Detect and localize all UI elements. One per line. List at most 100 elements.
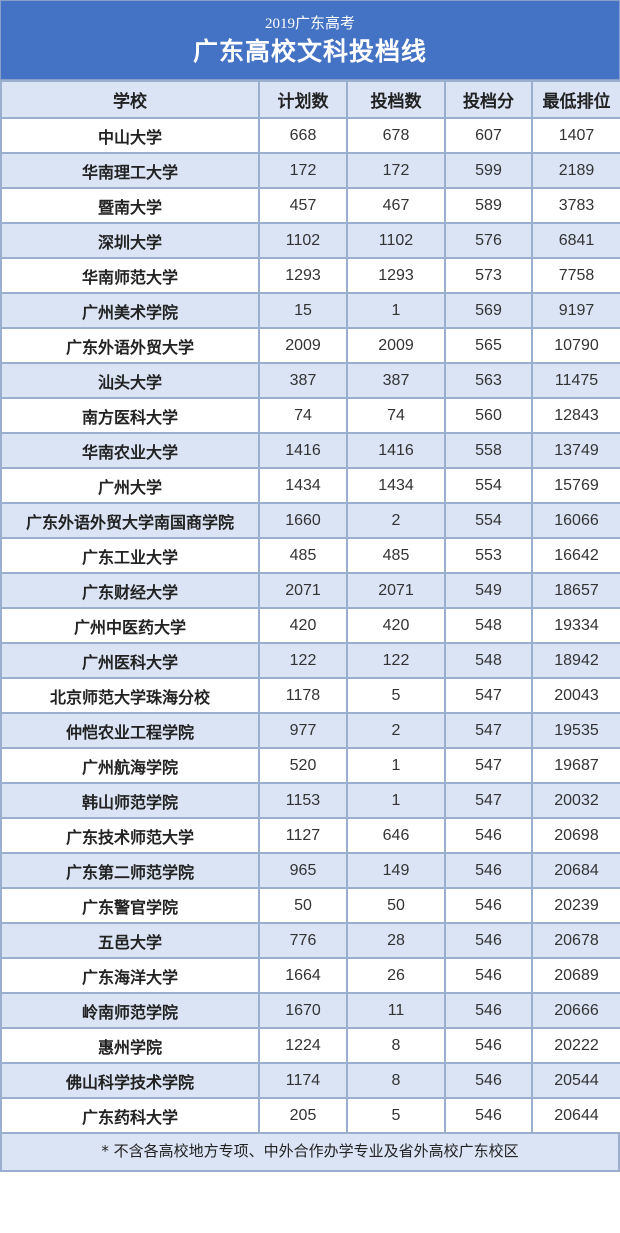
value-cell: 20544 bbox=[531, 1062, 620, 1099]
value-cell: 15769 bbox=[531, 467, 620, 504]
value-cell: 6841 bbox=[531, 222, 620, 259]
table-row: 暨南大学 457 467 589 3783 bbox=[0, 187, 620, 224]
value-cell: 1127 bbox=[258, 817, 348, 854]
value-cell: 1153 bbox=[258, 782, 348, 819]
subtitle: 2019广东高考 bbox=[264, 16, 355, 32]
value-cell: 20644 bbox=[531, 1097, 620, 1134]
school-name-cell: 北京师范大学珠海分校 bbox=[0, 677, 260, 714]
value-cell: 1416 bbox=[346, 432, 446, 469]
value-cell: 20698 bbox=[531, 817, 620, 854]
value-cell: 28 bbox=[346, 922, 446, 959]
table-row: 广东外语外贸大学 2009 2009 565 10790 bbox=[0, 327, 620, 364]
value-cell: 678 bbox=[346, 117, 446, 154]
school-name-cell: 广东药科大学 bbox=[0, 1097, 260, 1134]
school-name-cell: 佛山科学技术学院 bbox=[0, 1062, 260, 1099]
value-cell: 8 bbox=[346, 1062, 446, 1099]
value-cell: 172 bbox=[346, 152, 446, 189]
value-cell: 547 bbox=[444, 712, 533, 749]
value-cell: 2009 bbox=[258, 327, 348, 364]
value-cell: 1670 bbox=[258, 992, 348, 1029]
table-row: 北京师范大学珠海分校 1178 5 547 20043 bbox=[0, 677, 620, 714]
table-row: 惠州学院 1224 8 546 20222 bbox=[0, 1027, 620, 1064]
value-cell: 1 bbox=[346, 292, 446, 329]
table-row: 深圳大学 1102 1102 576 6841 bbox=[0, 222, 620, 259]
table-row: 韩山师范学院 1153 1 547 20032 bbox=[0, 782, 620, 819]
value-cell: 20689 bbox=[531, 957, 620, 994]
footnote: * 不含各高校地方专项、中外合作办学专业及省外高校广东校区 bbox=[0, 1134, 620, 1172]
school-name-cell: 广东第二师范学院 bbox=[0, 852, 260, 889]
value-cell: 5 bbox=[346, 677, 446, 714]
value-cell: 1664 bbox=[258, 957, 348, 994]
value-cell: 2 bbox=[346, 502, 446, 539]
value-cell: 16642 bbox=[531, 537, 620, 574]
table-row: 广东技术师范大学 1127 646 546 20698 bbox=[0, 817, 620, 854]
value-cell: 1416 bbox=[258, 432, 348, 469]
value-cell: 11475 bbox=[531, 362, 620, 399]
value-cell: 573 bbox=[444, 257, 533, 294]
page-title: 广东高校文科投档线 bbox=[192, 37, 427, 66]
value-cell: 387 bbox=[346, 362, 446, 399]
school-name-cell: 华南农业大学 bbox=[0, 432, 260, 469]
table-row: 南方医科大学 74 74 560 12843 bbox=[0, 397, 620, 434]
value-cell: 19535 bbox=[531, 712, 620, 749]
value-cell: 20678 bbox=[531, 922, 620, 959]
value-cell: 1660 bbox=[258, 502, 348, 539]
value-cell: 2009 bbox=[346, 327, 446, 364]
value-cell: 15 bbox=[258, 292, 348, 329]
value-cell: 546 bbox=[444, 817, 533, 854]
value-cell: 9197 bbox=[531, 292, 620, 329]
value-cell: 20666 bbox=[531, 992, 620, 1029]
table-header-row: 学校 计划数 投档数 投档分 最低排位 bbox=[0, 80, 620, 119]
value-cell: 553 bbox=[444, 537, 533, 574]
value-cell: 1293 bbox=[346, 257, 446, 294]
value-cell: 646 bbox=[346, 817, 446, 854]
value-cell: 599 bbox=[444, 152, 533, 189]
value-cell: 20222 bbox=[531, 1027, 620, 1064]
value-cell: 1293 bbox=[258, 257, 348, 294]
value-cell: 546 bbox=[444, 852, 533, 889]
school-name-cell: 广州美术学院 bbox=[0, 292, 260, 329]
school-name-cell: 汕头大学 bbox=[0, 362, 260, 399]
value-cell: 560 bbox=[444, 397, 533, 434]
value-cell: 977 bbox=[258, 712, 348, 749]
value-cell: 50 bbox=[258, 887, 348, 924]
value-cell: 1178 bbox=[258, 677, 348, 714]
value-cell: 554 bbox=[444, 502, 533, 539]
value-cell: 1 bbox=[346, 782, 446, 819]
value-cell: 149 bbox=[346, 852, 446, 889]
value-cell: 387 bbox=[258, 362, 348, 399]
school-name-cell: 广东海洋大学 bbox=[0, 957, 260, 994]
value-cell: 554 bbox=[444, 467, 533, 504]
value-cell: 13749 bbox=[531, 432, 620, 469]
value-cell: 776 bbox=[258, 922, 348, 959]
value-cell: 16066 bbox=[531, 502, 620, 539]
value-cell: 548 bbox=[444, 607, 533, 644]
table-row: 广东工业大学 485 485 553 16642 bbox=[0, 537, 620, 574]
value-cell: 457 bbox=[258, 187, 348, 224]
value-cell: 546 bbox=[444, 922, 533, 959]
school-name-cell: 广东工业大学 bbox=[0, 537, 260, 574]
table-row: 广州美术学院 15 1 569 9197 bbox=[0, 292, 620, 329]
school-name-cell: 南方医科大学 bbox=[0, 397, 260, 434]
title-banner: 2019广东高考 广东高校文科投档线 bbox=[0, 0, 620, 80]
value-cell: 3783 bbox=[531, 187, 620, 224]
school-name-cell: 广州中医药大学 bbox=[0, 607, 260, 644]
value-cell: 520 bbox=[258, 747, 348, 784]
value-cell: 546 bbox=[444, 887, 533, 924]
value-cell: 8 bbox=[346, 1027, 446, 1064]
column-header: 计划数 bbox=[258, 80, 348, 119]
school-name-cell: 深圳大学 bbox=[0, 222, 260, 259]
value-cell: 546 bbox=[444, 1027, 533, 1064]
value-cell: 10790 bbox=[531, 327, 620, 364]
value-cell: 7758 bbox=[531, 257, 620, 294]
value-cell: 20043 bbox=[531, 677, 620, 714]
value-cell: 546 bbox=[444, 992, 533, 1029]
column-header: 投档分 bbox=[444, 80, 533, 119]
value-cell: 2071 bbox=[346, 572, 446, 609]
table-row: 广东第二师范学院 965 149 546 20684 bbox=[0, 852, 620, 889]
table-row: 广东海洋大学 1664 26 546 20689 bbox=[0, 957, 620, 994]
school-name-cell: 广州医科大学 bbox=[0, 642, 260, 679]
value-cell: 546 bbox=[444, 957, 533, 994]
school-name-cell: 仲恺农业工程学院 bbox=[0, 712, 260, 749]
table-row: 广东财经大学 2071 2071 549 18657 bbox=[0, 572, 620, 609]
